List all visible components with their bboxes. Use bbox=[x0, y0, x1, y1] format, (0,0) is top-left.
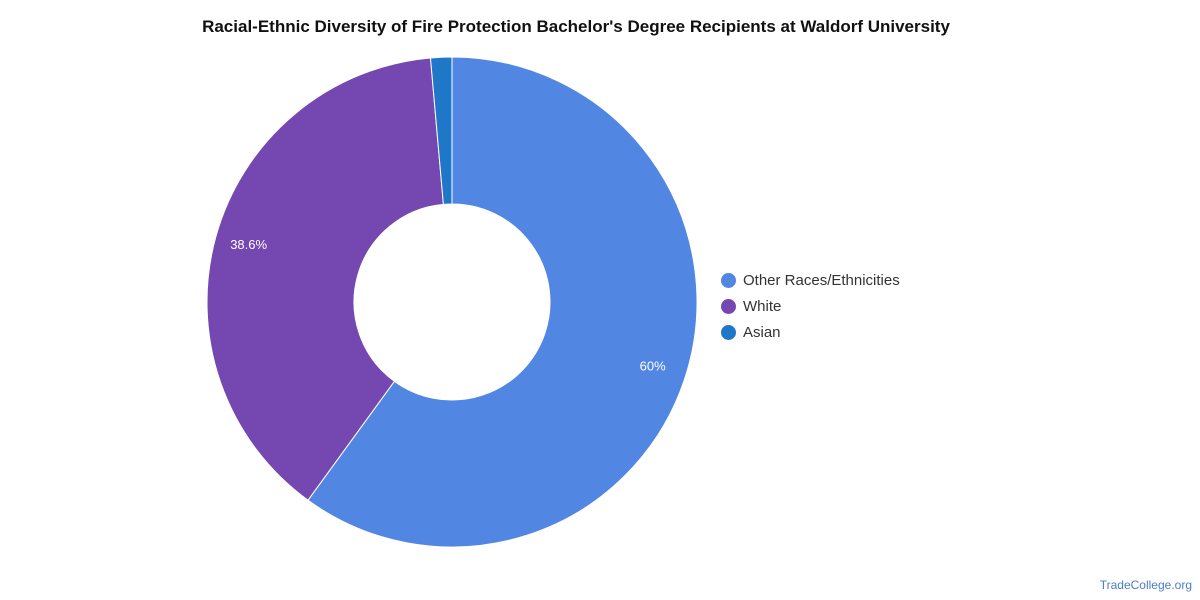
slice-label: 60% bbox=[640, 359, 666, 374]
chart-title: Racial-Ethnic Diversity of Fire Protecti… bbox=[202, 17, 950, 36]
slice-asian[interactable] bbox=[429, 56, 453, 205]
legend-label: Other Races/Ethnicities bbox=[743, 271, 900, 289]
legend-swatch bbox=[721, 324, 736, 340]
legend-item[interactable]: White bbox=[721, 293, 900, 319]
legend-item[interactable]: Other Races/Ethnicities bbox=[721, 267, 900, 293]
slice-label: 38.6% bbox=[230, 237, 267, 252]
legend-label: Asian bbox=[743, 323, 781, 341]
slice-other-races-ethnicities[interactable] bbox=[307, 56, 698, 548]
legend: Other Races/Ethnicities White Asian bbox=[721, 267, 900, 345]
legend-item[interactable]: Asian bbox=[721, 319, 900, 345]
legend-swatch bbox=[721, 272, 736, 288]
legend-label: White bbox=[743, 297, 782, 315]
slice-white[interactable] bbox=[206, 57, 444, 501]
slice-labels: 60% 38.6% bbox=[230, 237, 666, 374]
donut-slices bbox=[206, 56, 698, 548]
watermark[interactable]: TradeCollege.org bbox=[1099, 578, 1192, 592]
legend-swatch bbox=[721, 298, 736, 314]
